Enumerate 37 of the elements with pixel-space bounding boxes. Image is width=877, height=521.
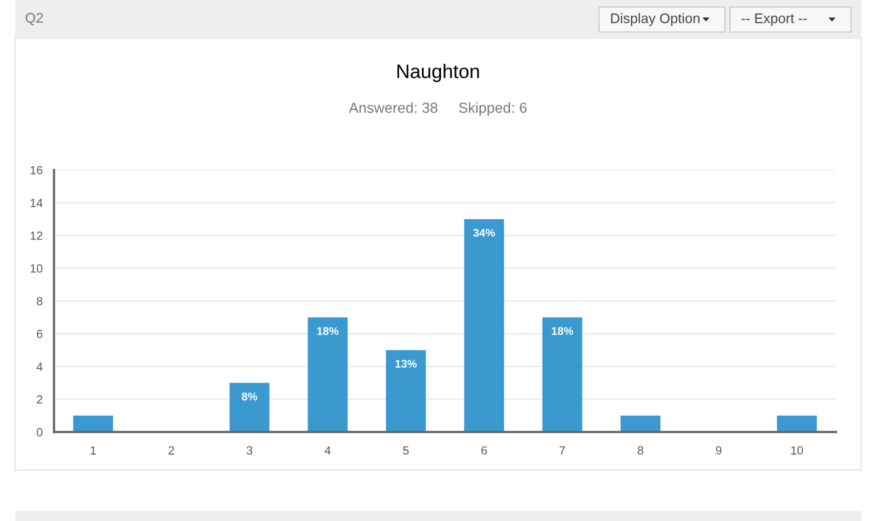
x-tick-label: 1 bbox=[90, 446, 96, 454]
x-tick-label: 9 bbox=[716, 446, 722, 455]
y-tick-label: 10 bbox=[30, 264, 42, 273]
annotation: 8% bbox=[242, 392, 258, 400]
x-tick-label: 2 bbox=[168, 446, 174, 454]
chart-subtitle: Answered: 38 Skipped: 6 bbox=[348, 102, 527, 116]
x-tick-label: 10 bbox=[791, 446, 804, 455]
bar bbox=[620, 416, 660, 432]
x-tick-label: 8 bbox=[638, 446, 644, 455]
y-tick-label: 6 bbox=[36, 330, 42, 338]
annotation: 13% bbox=[395, 360, 417, 368]
y-tick-label: 12 bbox=[30, 232, 42, 240]
bar bbox=[464, 219, 504, 432]
chart-title: Naughton bbox=[397, 64, 479, 82]
y-tick-label: 8 bbox=[36, 297, 42, 306]
bar bbox=[542, 317, 582, 432]
y-tick-label: 2 bbox=[36, 395, 42, 404]
text: Display Option bbox=[611, 13, 700, 26]
y-tick-label: 14 bbox=[30, 198, 43, 208]
y-tick-label: 16 bbox=[30, 166, 42, 174]
bar bbox=[308, 317, 348, 432]
x-tick-label: 3 bbox=[246, 446, 252, 455]
bar bbox=[386, 350, 426, 432]
annotation: 34% bbox=[473, 228, 495, 237]
x-tick-label: 4 bbox=[324, 446, 331, 454]
x-tick-label: 6 bbox=[481, 446, 487, 455]
annotation: 18% bbox=[552, 327, 574, 335]
annotation: 18% bbox=[317, 327, 339, 335]
text: Q2 bbox=[26, 12, 43, 26]
y-tick-label: 4 bbox=[36, 362, 43, 371]
y-tick-label: 0 bbox=[36, 428, 42, 436]
x-tick-label: 5 bbox=[403, 446, 409, 455]
bar bbox=[73, 416, 114, 432]
bar bbox=[776, 416, 817, 432]
bar bbox=[230, 382, 270, 432]
x-tick-label: 7 bbox=[560, 446, 565, 454]
text: -- Export -- bbox=[742, 14, 807, 26]
